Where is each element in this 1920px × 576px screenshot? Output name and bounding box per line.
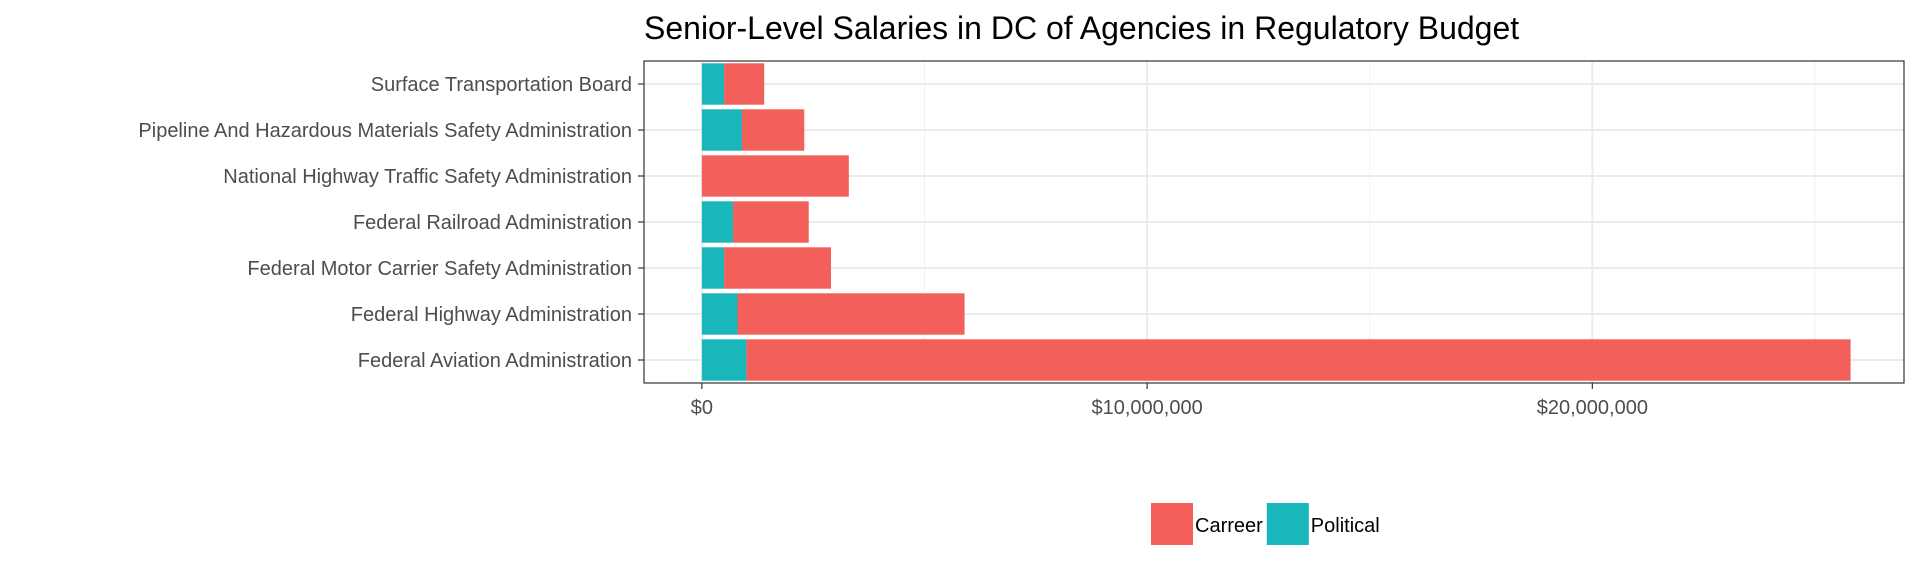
bar-carreer xyxy=(724,247,831,289)
legend-key-carreer xyxy=(1151,503,1193,545)
x-tick-label: $10,000,000 xyxy=(1091,397,1202,419)
bar-political xyxy=(701,109,742,151)
bar-political xyxy=(701,201,734,243)
category-label: National Highway Traffic Safety Administ… xyxy=(223,166,632,188)
x-tick-label: $20,000,000 xyxy=(1537,397,1648,419)
bar-political xyxy=(701,293,738,335)
bar-carreer xyxy=(737,293,965,335)
bars xyxy=(701,63,1851,381)
bar-political xyxy=(701,247,725,289)
category-label: Federal Railroad Administration xyxy=(353,212,632,234)
chart-title: Senior-Level Salaries in DC of Agencies … xyxy=(644,10,1519,46)
bar-carreer xyxy=(741,109,805,151)
legend-label: Carreer xyxy=(1195,515,1263,537)
category-label: Surface Transportation Board xyxy=(371,74,632,96)
legend-key-political xyxy=(1266,503,1309,545)
major-gridlines xyxy=(644,61,1904,383)
bar-political xyxy=(701,339,747,381)
x-axis: $0 $10,000,000 $20,000,000 xyxy=(691,383,1648,419)
bar-political xyxy=(701,63,725,105)
bar-carreer xyxy=(701,155,849,197)
category-label: Pipeline And Hazardous Materials Safety … xyxy=(138,120,632,142)
x-tick-label: $0 xyxy=(691,397,713,419)
legend-label: Political xyxy=(1311,515,1380,537)
y-axis: Surface Transportation Board Pipeline And… xyxy=(138,74,644,372)
bar-carreer xyxy=(724,63,765,105)
category-label: Federal Highway Administration xyxy=(351,304,632,326)
legend: Carreer Political xyxy=(1151,503,1380,545)
category-label: Federal Aviation Administration xyxy=(358,350,632,372)
bar-carreer xyxy=(733,201,809,243)
category-label: Federal Motor Carrier Safety Administrat… xyxy=(247,258,632,280)
bar-carreer xyxy=(746,339,1851,381)
